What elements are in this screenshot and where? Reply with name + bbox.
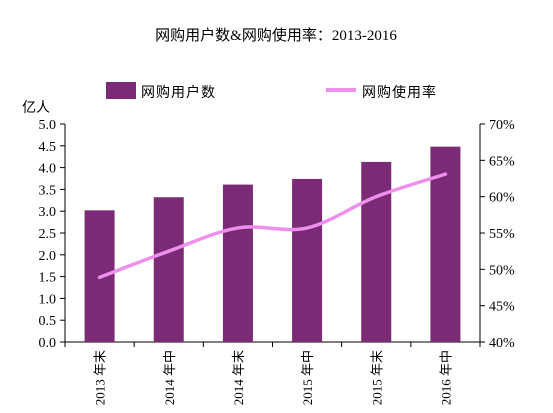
y-axis-unit-label: 亿人: [22, 100, 50, 116]
y-right-tick-label: 70%: [489, 118, 515, 133]
y-left-tick-label: 5.0: [39, 118, 57, 133]
bar-series: [84, 146, 461, 342]
legend-label-line: 网购使用率: [362, 84, 437, 101]
y-left-tick-label: 1.0: [39, 292, 57, 307]
legend-label-bar: 网购用户数: [141, 84, 216, 101]
bar-3: [222, 184, 253, 342]
y-left-tick-label: 4.0: [39, 162, 57, 177]
legend: 网购用户数 网购使用率: [106, 82, 437, 101]
y-left-tick-label: 1.5: [39, 271, 57, 286]
bar-4: [292, 178, 323, 342]
usage-rate-line: [97, 172, 448, 280]
bar-6: [430, 146, 461, 342]
x-tick-label-1: 2013 年末: [93, 350, 109, 405]
y-right-tick-label: 65%: [489, 154, 515, 169]
x-tick-label-6: 2016 年中: [438, 350, 454, 405]
x-tick-label-3: 2014 年末: [231, 350, 247, 405]
y-right-tick-label: 60%: [489, 191, 515, 206]
y-left-tick-label: 0.0: [39, 336, 57, 351]
chart-title: 网购用户数&网购使用率：2013-2016: [155, 27, 397, 44]
bar-5: [361, 161, 392, 342]
x-tick-label-5: 2015 年末: [369, 350, 385, 405]
y-left-tick-label: 3.5: [39, 183, 57, 198]
y-left-tick-label: 3.0: [39, 205, 57, 220]
axes: 0.0 0.5 1.0 1.5 2.0 2.5 3.0 3.5 4.0 4.5 5.0 40% 45% 5…: [39, 118, 516, 351]
y-right-tick-label: 50%: [489, 263, 515, 278]
y-left-tick-label: 2.5: [39, 227, 57, 242]
line-series: [97, 172, 448, 280]
x-axis-tick-labels: 2013 年末 2014 年中 2014 年末 2015 年中 2015 年末 2016 …: [93, 350, 455, 405]
y-right-tick-label: 45%: [489, 300, 515, 315]
legend-swatch-bar: [106, 82, 136, 99]
y-right-tick-label: 55%: [489, 227, 515, 242]
y-left-tick-label: 2.0: [39, 249, 57, 264]
y-left-tick-label: 0.5: [39, 314, 57, 329]
y-left-tick-label: 4.5: [39, 140, 57, 155]
x-tick-label-4: 2015 年中: [300, 350, 316, 405]
y-right-tick-label: 40%: [489, 336, 515, 351]
bar-2: [153, 197, 184, 342]
x-tick-label-2: 2014 年中: [162, 350, 178, 405]
